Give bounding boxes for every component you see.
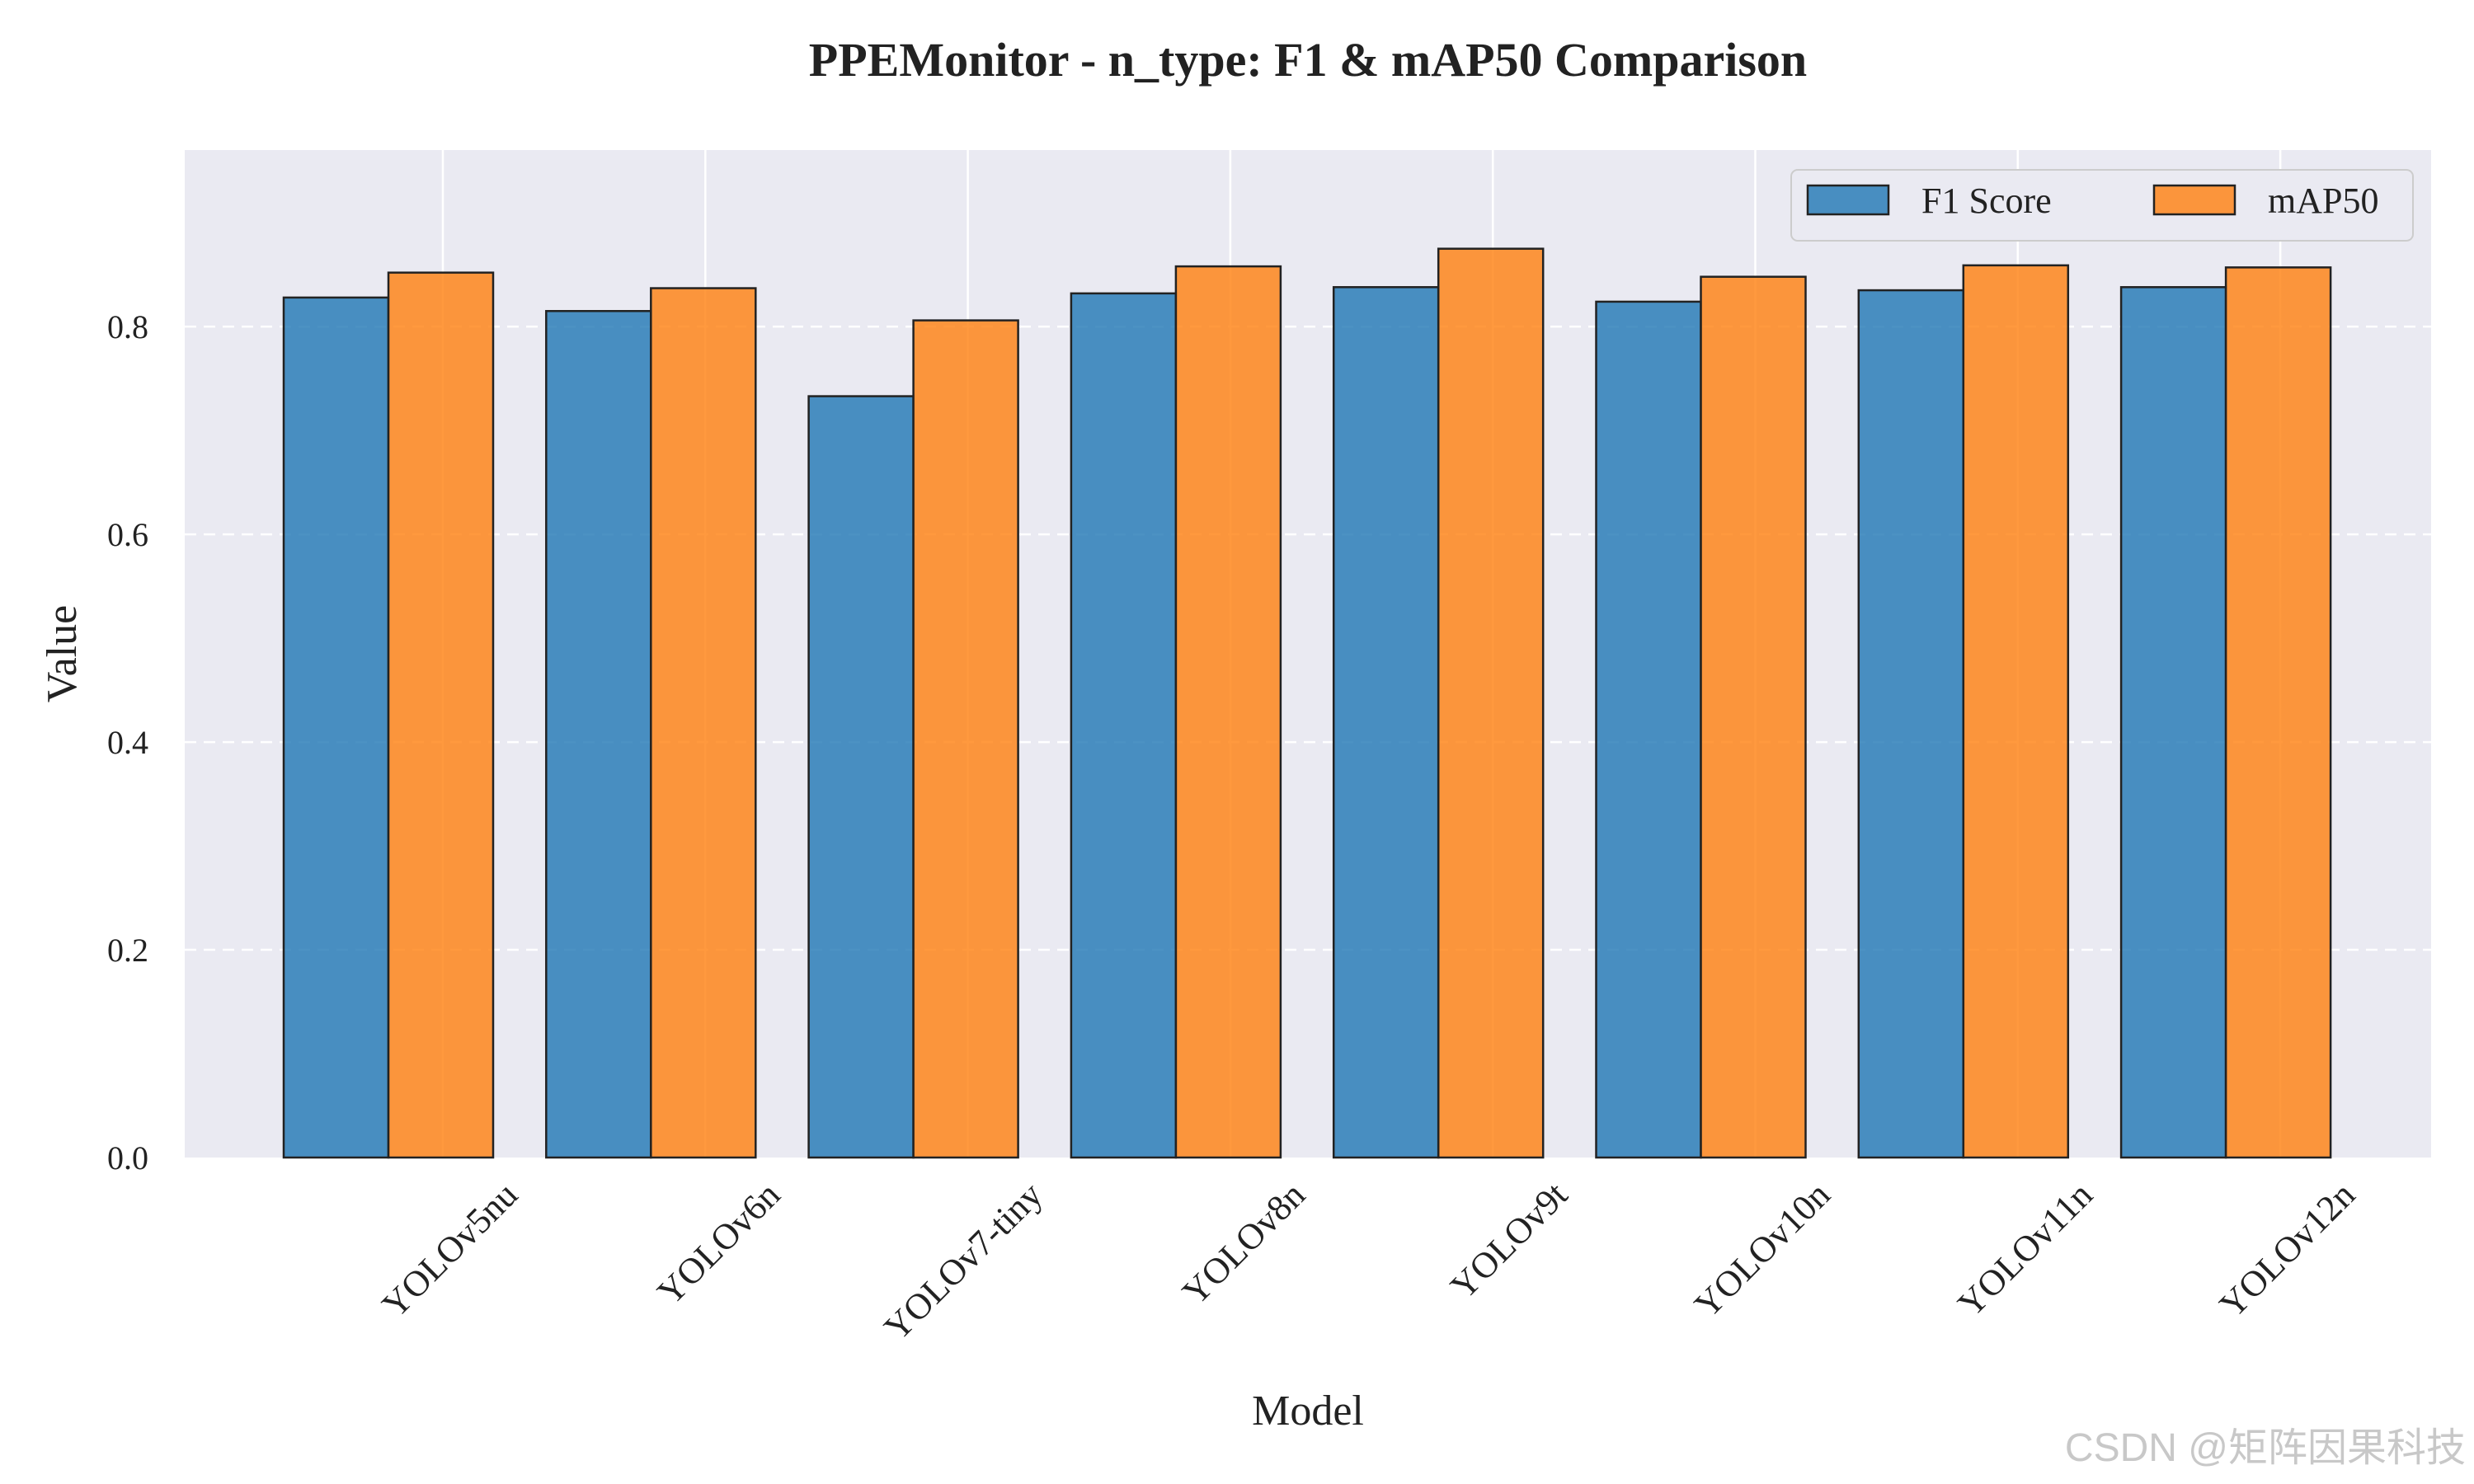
bar-f1-score xyxy=(1070,292,1178,1159)
y-tick-label: 0.6 xyxy=(107,516,148,553)
legend-swatch-f1 xyxy=(1806,184,1890,216)
bar-map50 xyxy=(2224,266,2332,1159)
bar-f1-score xyxy=(545,310,652,1159)
y-axis-label: Value xyxy=(39,605,86,702)
y-tick-label: 0.0 xyxy=(107,1139,148,1176)
bar-map50 xyxy=(1174,265,1282,1159)
bar-map50 xyxy=(1700,275,1807,1159)
x-tick-label: YOLOv10n xyxy=(1686,1174,1837,1325)
x-tick-label: YOLOv7-tiny xyxy=(877,1174,1051,1348)
x-axis-label: Model xyxy=(1252,1388,1364,1435)
legend-swatch-map50 xyxy=(2152,184,2236,216)
bar-f1-score xyxy=(807,395,915,1159)
x-tick-label: YOLOv8n xyxy=(1174,1174,1313,1313)
legend-label-f1: F1 Score xyxy=(1921,181,2052,221)
bar-f1-score xyxy=(1595,300,1702,1159)
bar-map50 xyxy=(1962,264,2070,1159)
x-tick-label: YOLOv6n xyxy=(650,1174,788,1313)
chart-title: PPEMonitor - n_type: F1 & mAP50 Comparis… xyxy=(809,33,1807,87)
bar-f1-score xyxy=(2119,286,2227,1159)
bar-f1-score xyxy=(1857,289,1965,1159)
y-tick-label: 0.2 xyxy=(107,932,148,969)
x-tick-label: YOLOv11n xyxy=(1950,1174,2100,1324)
bar-f1-score xyxy=(282,296,390,1159)
legend: F1 Score mAP50 xyxy=(1790,169,2414,242)
y-tick-labels: 0.0 0.2 0.4 0.6 0.8 xyxy=(107,308,148,1176)
bar-map50 xyxy=(1437,247,1545,1159)
bar-map50 xyxy=(650,287,757,1159)
y-tick-label: 0.8 xyxy=(107,308,148,345)
x-tick-label: YOLOv12n xyxy=(2212,1174,2363,1325)
legend-label-map50: mAP50 xyxy=(2268,181,2378,221)
plot-area xyxy=(185,150,2431,1158)
x-tick-label: YOLOv9t xyxy=(1442,1174,1575,1307)
watermark: CSDN @矩阵因果科技 xyxy=(2065,1426,2466,1470)
bars xyxy=(282,247,2332,1159)
bar-map50 xyxy=(387,271,495,1159)
x-tick-labels: YOLOv5nu YOLOv6n YOLOv7-tiny YOLOv8n YOLOv9t… xyxy=(374,1174,2363,1348)
y-tick-label: 0.4 xyxy=(107,724,148,761)
y-grid xyxy=(185,325,2431,951)
bar-f1-score xyxy=(1332,286,1440,1159)
x-tick-label: YOLOv5nu xyxy=(374,1174,525,1325)
legend-box xyxy=(1790,169,2414,242)
bar-map50 xyxy=(912,319,1019,1159)
